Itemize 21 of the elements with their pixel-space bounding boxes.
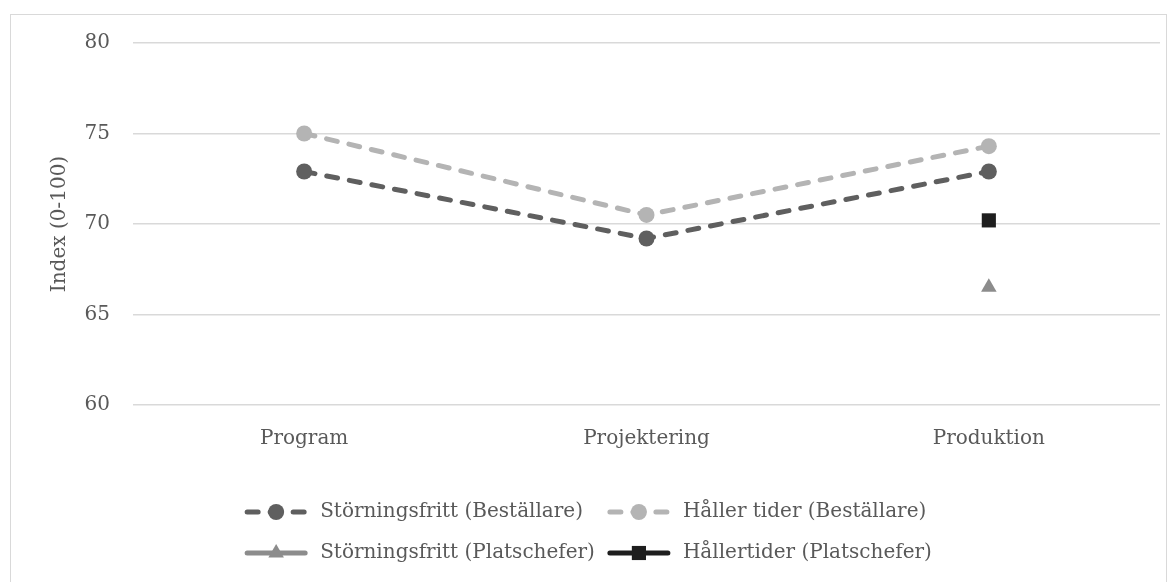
point (981, 213, 996, 228)
point (296, 163, 313, 180)
legend-label: Hållertider (Platschefer) (682, 539, 932, 564)
y-tick-label: 75 (84, 119, 110, 144)
legend-label: Håller tider (Beställare) (682, 498, 927, 523)
point (981, 278, 997, 292)
x-tick-label: Program (260, 425, 349, 450)
legend-label: Störningsfritt (Beställare) (320, 498, 583, 523)
point (638, 206, 655, 223)
point (296, 125, 313, 142)
x-tick-label: Projektering (583, 425, 711, 450)
legend-label: Störningsfritt (Platschefer) (320, 539, 595, 564)
point (980, 163, 997, 180)
y-tick-label: 65 (84, 300, 110, 325)
x-tick-label: Produktion (932, 425, 1046, 450)
point (638, 230, 655, 247)
y-tick-label: 60 (84, 391, 110, 416)
y-axis-title: Index (0-100) (46, 155, 71, 293)
y-tick-label: 70 (84, 210, 110, 235)
point (980, 138, 997, 155)
y-tick-label: 80 (84, 29, 110, 54)
